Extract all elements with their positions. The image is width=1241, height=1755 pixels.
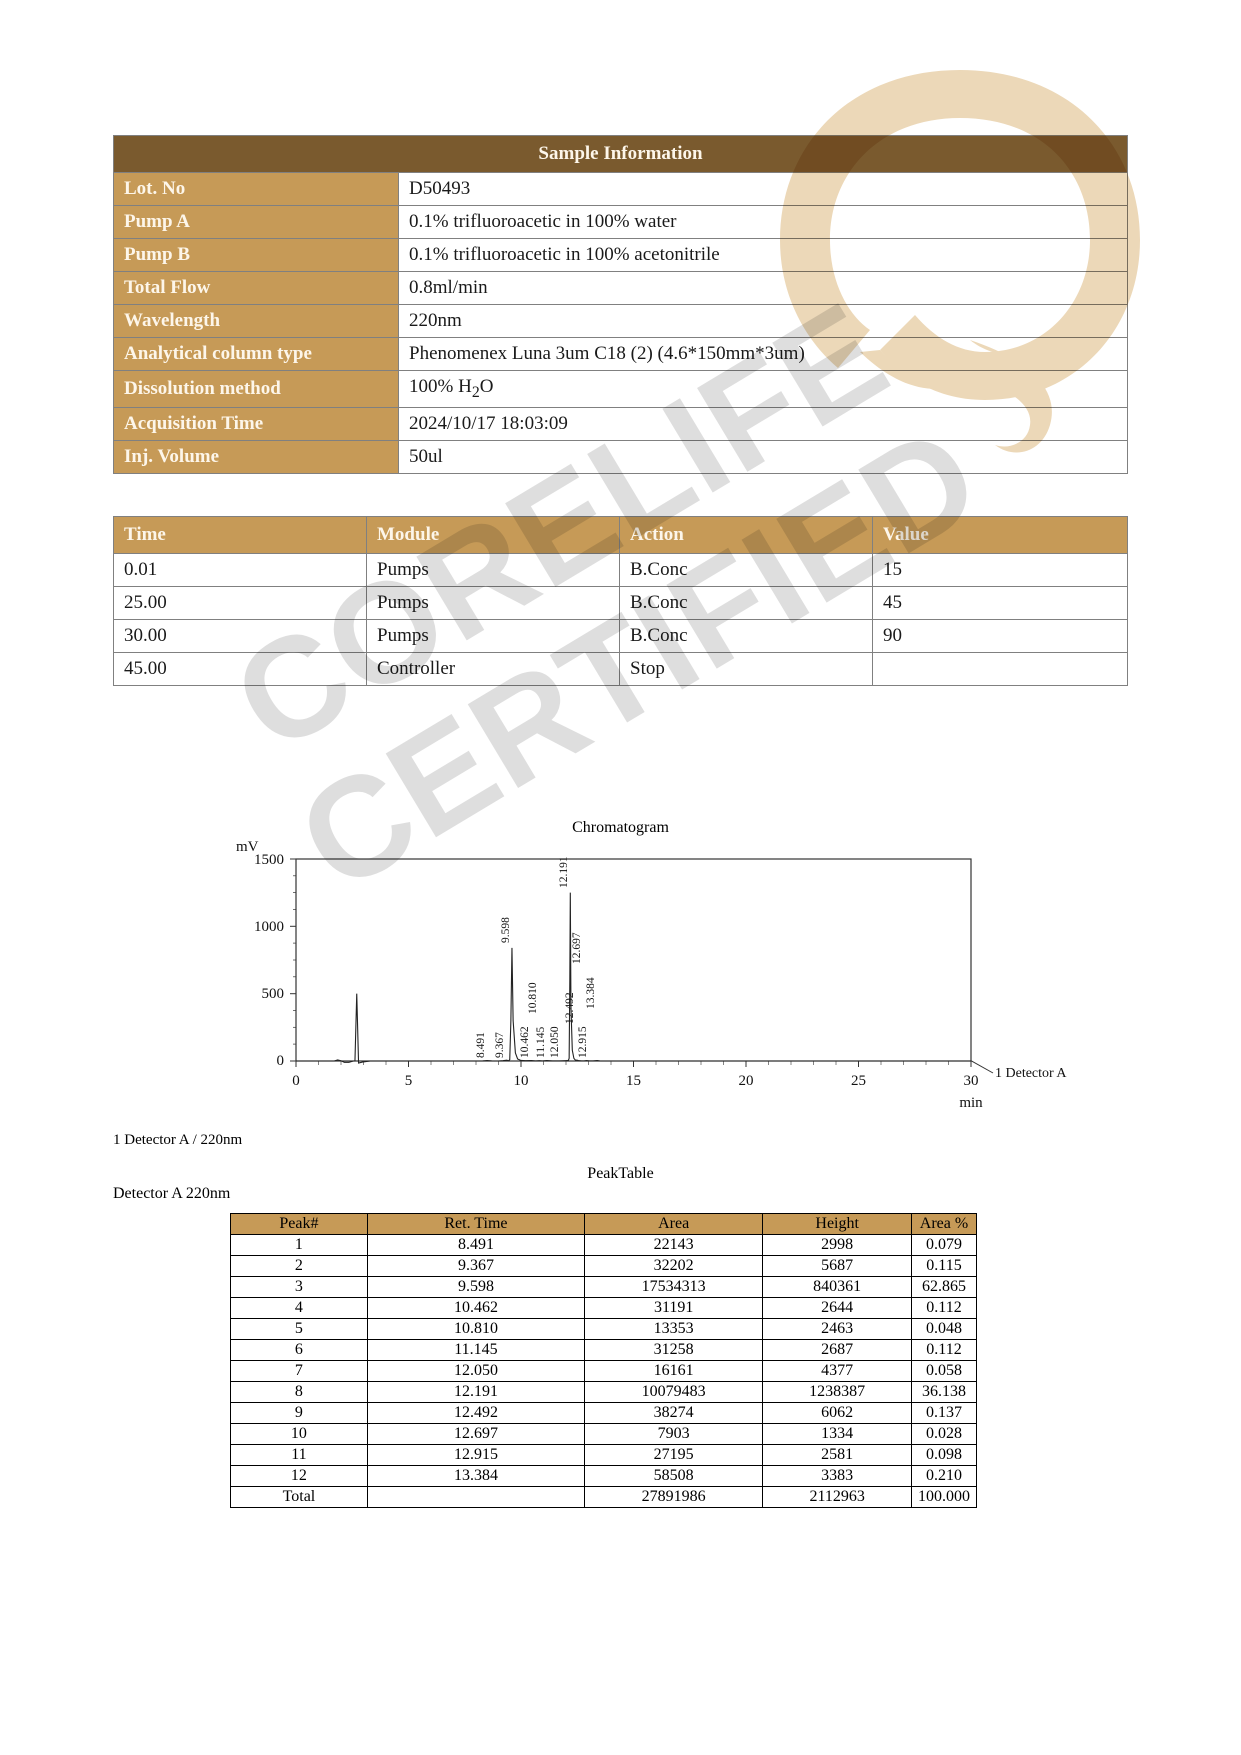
svg-text:mV: mV <box>236 839 259 855</box>
svg-text:1000: 1000 <box>254 919 284 935</box>
svg-text:11.145: 11.145 <box>535 1026 547 1057</box>
svg-text:10: 10 <box>514 1073 529 1089</box>
svg-text:12.915: 12.915 <box>577 1026 589 1058</box>
svg-text:13.384: 13.384 <box>585 977 597 1009</box>
svg-text:10.462: 10.462 <box>519 1026 531 1058</box>
svg-text:500: 500 <box>262 986 285 1002</box>
svg-text:12.492: 12.492 <box>564 992 576 1024</box>
svg-text:20: 20 <box>739 1073 754 1089</box>
svg-text:12.697: 12.697 <box>571 932 583 964</box>
svg-text:30: 30 <box>964 1073 979 1089</box>
svg-text:15: 15 <box>626 1073 641 1089</box>
svg-text:0: 0 <box>277 1053 285 1069</box>
svg-text:9.367: 9.367 <box>494 1032 506 1058</box>
svg-text:5: 5 <box>405 1073 413 1089</box>
svg-text:min: min <box>959 1095 983 1111</box>
svg-text:25: 25 <box>851 1073 866 1089</box>
svg-text:10.810: 10.810 <box>527 982 539 1014</box>
svg-text:1 Detector A: 1 Detector A <box>995 1066 1067 1081</box>
svg-text:12.191: 12.191 <box>558 856 570 888</box>
svg-text:0: 0 <box>292 1073 300 1089</box>
svg-text:1500: 1500 <box>254 852 284 868</box>
svg-text:12.050: 12.050 <box>549 1026 561 1058</box>
svg-text:8.491: 8.491 <box>475 1032 487 1058</box>
svg-text:9.598: 9.598 <box>500 917 512 943</box>
